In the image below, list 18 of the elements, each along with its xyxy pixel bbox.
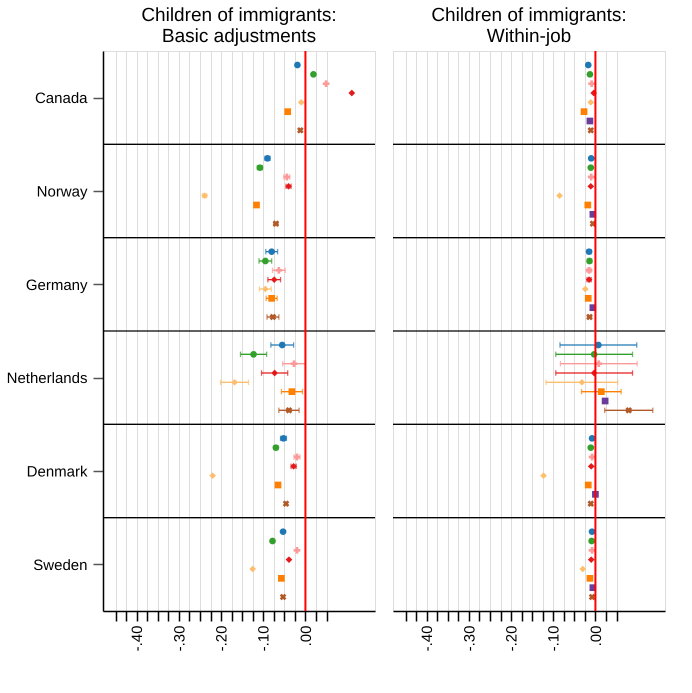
x-tick-label: -.20 xyxy=(504,626,521,652)
x-tick-label: -.30 xyxy=(171,626,188,652)
x-tick-label: -.30 xyxy=(461,626,478,652)
x-tick-label: -.20 xyxy=(214,626,231,652)
x-tick-label: .00 xyxy=(298,626,315,646)
chart-title: Children of immigrants: Basic adjustments xyxy=(141,5,337,47)
x-tick-label: -.40 xyxy=(129,626,146,652)
x-tick-label: -.10 xyxy=(256,626,273,652)
y-tick-label: Canada xyxy=(34,90,88,108)
y-tick-label: Germany xyxy=(26,276,88,294)
x-tick-label: -.10 xyxy=(546,626,563,652)
y-tick-label: Norway xyxy=(36,184,88,200)
chart-title: Children of immigrants: Within-job xyxy=(431,5,627,47)
x-tick-label: -.40 xyxy=(419,626,436,652)
y-tick-label: Sweden xyxy=(33,556,88,574)
y-tick-label: Denmark xyxy=(26,464,88,480)
x-tick-label: .00 xyxy=(588,626,605,646)
y-tick-label: Netherlands xyxy=(6,370,88,388)
